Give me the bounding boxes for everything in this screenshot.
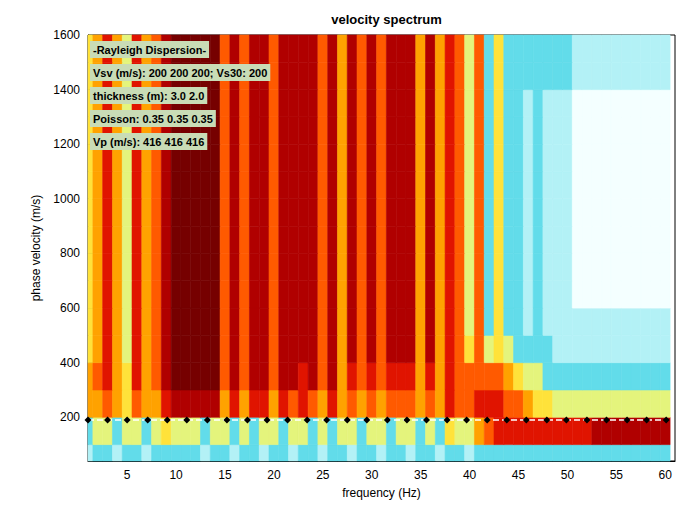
svg-text:400: 400 (60, 356, 80, 370)
svg-text:1000: 1000 (53, 192, 80, 206)
svg-text:15: 15 (218, 468, 232, 482)
svg-text:1600: 1600 (53, 28, 80, 42)
svg-text:600: 600 (60, 301, 80, 315)
svg-text:thickness (m): 3.0 2.0: thickness (m): 3.0 2.0 (93, 90, 204, 102)
svg-text:-Rayleigh Dispersion-: -Rayleigh Dispersion- (93, 44, 206, 56)
svg-text:Vsv (m/s): 200 200 200; Vs30:: Vsv (m/s): 200 200 200; Vs30: 200 (93, 67, 267, 79)
svg-text:40: 40 (463, 468, 477, 482)
svg-text:25: 25 (316, 468, 330, 482)
svg-text:800: 800 (60, 246, 80, 260)
svg-text:velocity spectrum: velocity spectrum (331, 12, 442, 27)
svg-text:20: 20 (267, 468, 281, 482)
svg-text:phase velocity (m/s): phase velocity (m/s) (29, 195, 43, 302)
svg-text:200: 200 (60, 410, 80, 424)
svg-text:10: 10 (169, 468, 183, 482)
svg-text:60: 60 (659, 468, 673, 482)
svg-text:1200: 1200 (53, 137, 80, 151)
svg-text:Vp (m/s): 416 416 416: Vp (m/s): 416 416 416 (93, 136, 204, 148)
svg-text:Poisson: 0.35 0.35 0.35: Poisson: 0.35 0.35 0.35 (93, 113, 213, 125)
svg-text:35: 35 (414, 468, 428, 482)
svg-text:frequency (Hz): frequency (Hz) (342, 486, 421, 500)
svg-text:50: 50 (561, 468, 575, 482)
svg-text:55: 55 (610, 468, 624, 482)
svg-text:1400: 1400 (53, 83, 80, 97)
svg-text:30: 30 (365, 468, 379, 482)
svg-text:5: 5 (124, 468, 131, 482)
svg-text:45: 45 (512, 468, 526, 482)
